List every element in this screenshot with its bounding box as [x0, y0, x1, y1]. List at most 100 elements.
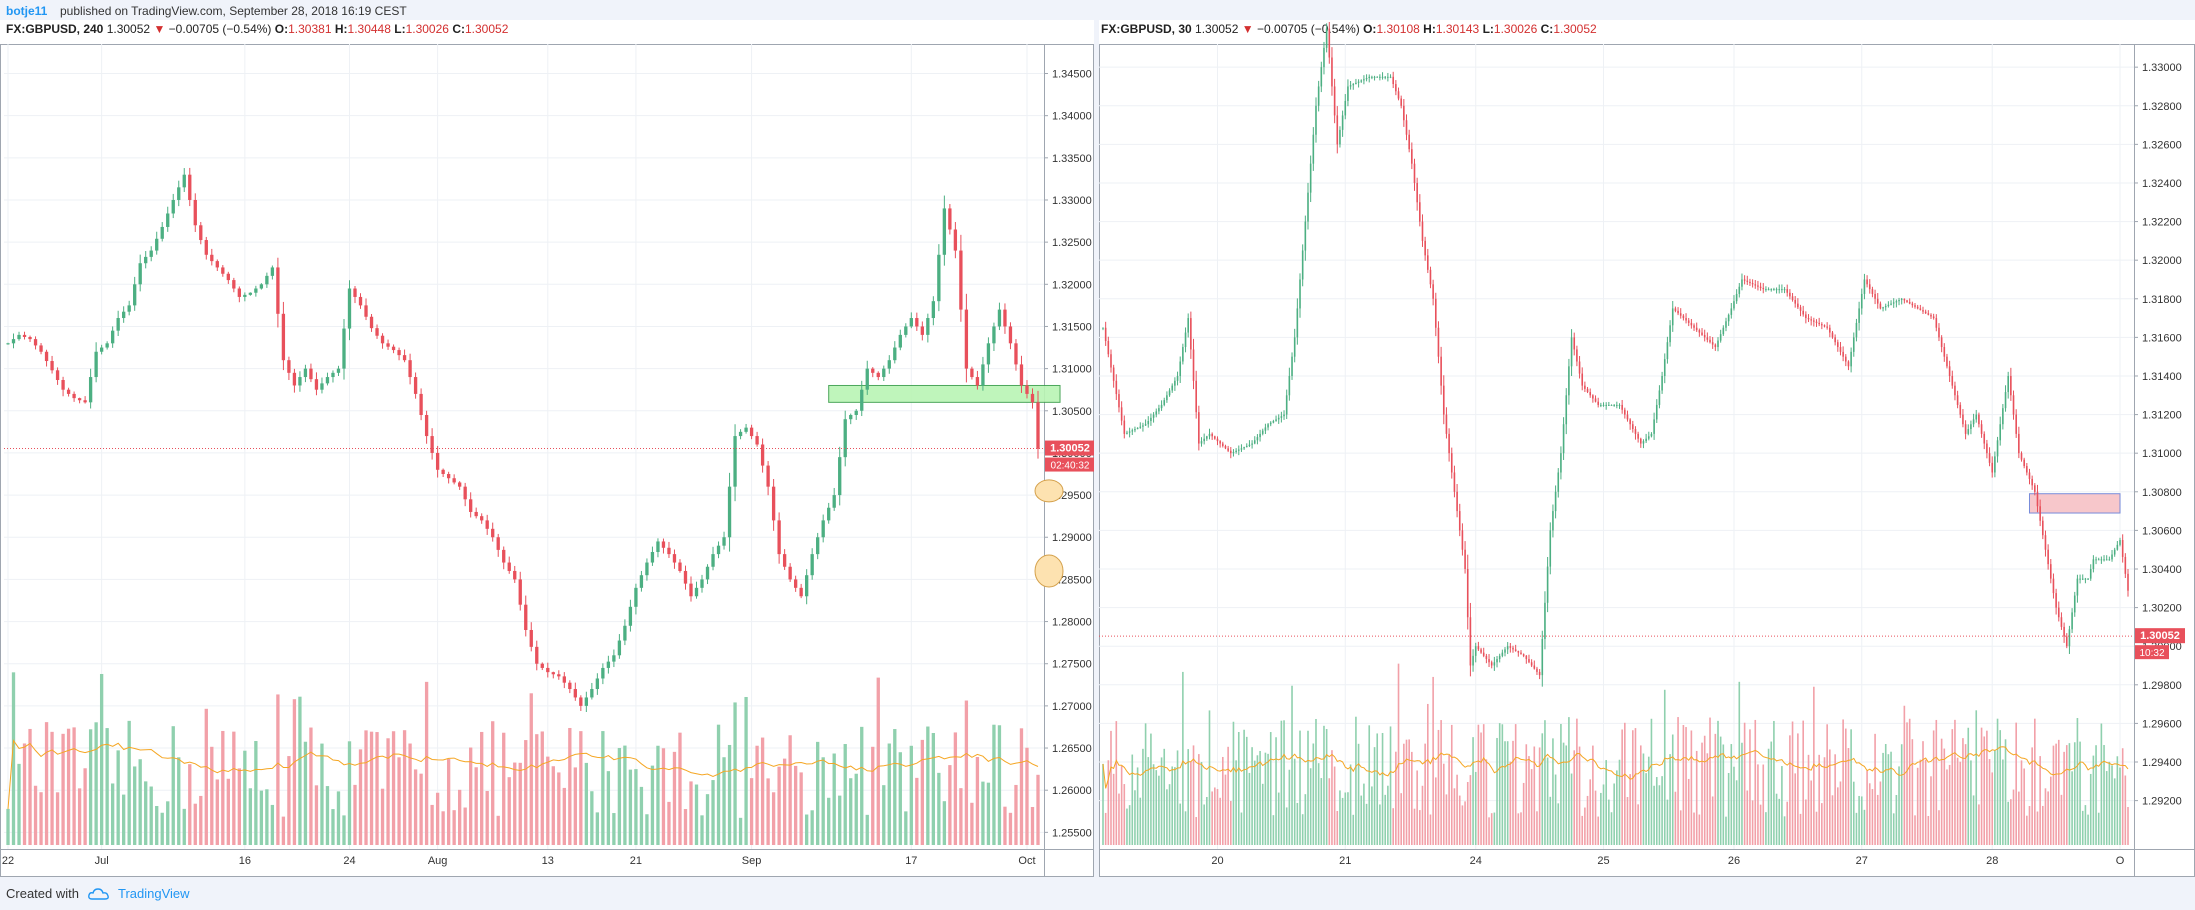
tradingview-link[interactable]: TradingView	[118, 886, 190, 901]
volume-bar	[1890, 751, 1892, 845]
candle-body	[1594, 398, 1597, 402]
volume-bar	[1799, 813, 1802, 845]
volume-bar	[1365, 803, 1368, 845]
candle-body	[1392, 76, 1394, 85]
volume-bar	[2079, 741, 2081, 845]
volume-bar	[1136, 767, 1139, 845]
candle-body	[678, 562, 682, 571]
volume-bar	[931, 733, 936, 845]
candle-body	[116, 318, 120, 331]
candle-body	[182, 174, 186, 188]
volume-bar	[1711, 796, 1714, 845]
candle-body	[1794, 299, 1797, 304]
volume-bar	[1291, 685, 1293, 845]
volume-bar	[1118, 793, 1120, 845]
volume-bar	[1355, 716, 1357, 845]
candle-body	[1759, 286, 1762, 288]
candle-body	[1232, 451, 1235, 454]
candle-body	[375, 328, 379, 336]
candle-body	[1639, 438, 1642, 444]
candle-body	[1541, 638, 1544, 676]
volume-bar	[997, 725, 1002, 845]
volume-bar	[1797, 733, 1799, 845]
candle-body	[1493, 662, 1496, 666]
candle-body	[590, 689, 594, 698]
volume-bar	[1110, 730, 1112, 845]
candle-body	[1357, 81, 1360, 83]
left-chart-panel[interactable]: FX:GBPUSD, 240 1.30052 ▼ −0.00705 (−0.54…	[0, 20, 1094, 877]
candle-body	[601, 667, 605, 679]
volume-bar	[1224, 774, 1227, 845]
volume-bar	[2124, 775, 2127, 845]
candle-body	[656, 541, 660, 553]
left-chart-svg[interactable]: 1.34500 1.34000 1.33500 1.33000 1.32500 1.320…	[0, 20, 1094, 877]
candle-body	[1927, 313, 1930, 315]
candle-body	[221, 267, 225, 274]
candle-body	[1581, 373, 1584, 386]
right-chart-svg[interactable]: 1.33000 1.32800 1.32600 1.32400 1.32200 1.320…	[1099, 20, 2195, 877]
volume-bar	[1773, 720, 1775, 845]
volume-bar	[1935, 719, 1938, 845]
volume-bar	[1592, 745, 1594, 845]
volume-bar	[1999, 730, 2002, 845]
candle-body	[1956, 395, 1959, 405]
volume-bar	[628, 769, 633, 845]
y-tick-label: 1.34000	[1052, 111, 1092, 123]
volume-bar	[1317, 763, 1320, 845]
candle-body	[1144, 424, 1147, 426]
volume-bar	[1882, 752, 1884, 845]
volume-bar	[419, 773, 423, 845]
candle-body	[2015, 414, 2017, 434]
volume-bar	[1174, 767, 1176, 845]
volume-bar	[1395, 751, 1397, 845]
volume-bar	[1876, 794, 1879, 845]
candle-body	[1738, 286, 1741, 294]
volume-bar	[133, 766, 137, 845]
volume-bar	[1376, 733, 1379, 845]
candle-body	[2116, 544, 2119, 550]
volume-bar	[1584, 807, 1586, 845]
left-o-value: 1.30381	[288, 22, 332, 36]
candle-body	[1259, 433, 1261, 438]
candle-body	[1536, 668, 1538, 672]
volume-bar	[1219, 797, 1221, 845]
candle-body	[110, 330, 115, 344]
volume-bar	[827, 797, 831, 845]
volume-bar	[733, 702, 737, 845]
right-chart-panel[interactable]: FX:GBPUSD, 30 1.30052 ▼ −0.00705 (−0.54%…	[1099, 20, 2195, 877]
volume-bar	[1477, 724, 1480, 845]
y-tick-label: 1.32200	[2142, 217, 2182, 229]
volume-bar	[435, 792, 440, 845]
volume-bar	[711, 780, 715, 845]
candle-body	[1317, 86, 1320, 106]
x-tick-label: Sep	[742, 855, 762, 867]
candle-body	[2076, 578, 2079, 596]
candle-body	[193, 199, 197, 226]
volume-bar	[766, 778, 770, 845]
volume-bar	[1578, 746, 1581, 845]
candle-body	[1730, 308, 1733, 315]
volume-bar	[1810, 780, 1812, 845]
author-link[interactable]: botje11	[6, 4, 48, 18]
candle-body	[1421, 221, 1424, 241]
volume-bar	[1392, 808, 1394, 845]
volume-bar	[1871, 789, 1874, 845]
candle-body	[336, 368, 341, 373]
candle-body	[1261, 430, 1264, 434]
volume-bar	[1525, 744, 1528, 845]
volume-bar	[1576, 718, 1578, 845]
volume-bar	[298, 696, 302, 845]
volume-bar	[1626, 797, 1629, 845]
volume-bar	[1719, 736, 1722, 845]
candle-body	[1373, 76, 1376, 78]
y-tick-label: 1.31400	[2142, 371, 2182, 383]
volume-bar	[1349, 764, 1352, 845]
candle-body	[1608, 404, 1610, 406]
volume-bar	[1677, 717, 1679, 845]
volume-bar	[1285, 807, 1288, 845]
candle-body	[898, 334, 902, 348]
volume-bar	[1411, 751, 1413, 845]
volume-bar	[1179, 803, 1182, 845]
y-tick-label: 1.34500	[1052, 69, 1092, 81]
candle-body	[937, 254, 941, 302]
